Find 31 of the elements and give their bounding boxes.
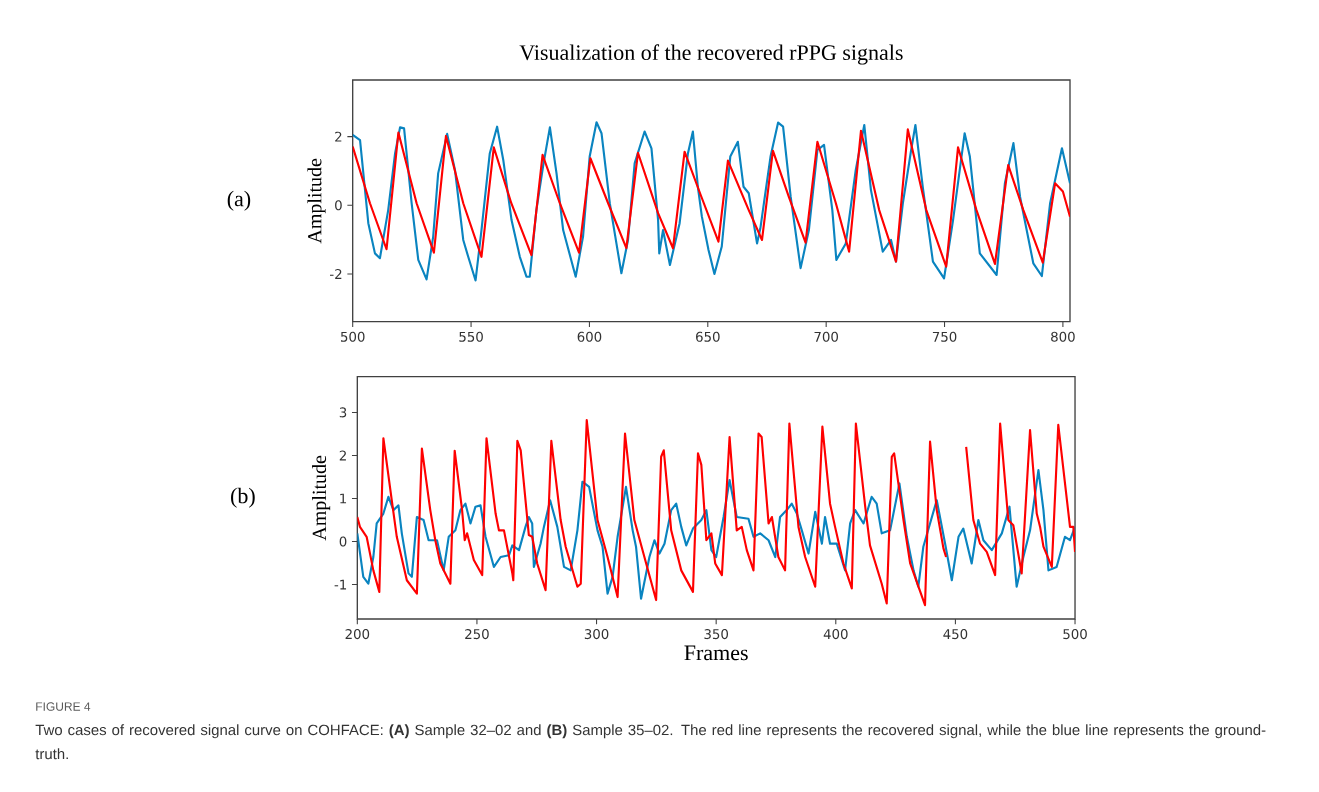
x-tick-label: 350 (704, 629, 729, 640)
x-tick-label: 750 (932, 331, 957, 342)
y-tick-label: 1 (340, 493, 347, 504)
x-tick-label: 650 (696, 331, 720, 342)
y-tick-label: 0 (339, 536, 347, 547)
y-tick-label: 0 (335, 200, 342, 211)
x-tick-label: 550 (459, 331, 483, 342)
chart-title: Visualization of the recovered rPPG signals (519, 44, 903, 65)
line-series (357, 469, 1076, 600)
x-tick-label: 250 (465, 629, 489, 640)
y-tick-label: 3 (339, 407, 347, 418)
x-tick-label: 200 (345, 629, 370, 640)
x-tick-label: 700 (814, 331, 839, 342)
text: (b) (231, 487, 255, 508)
x-axis-title: Frames (684, 645, 748, 661)
text: Two cases of recovered signal curve on COHFACE: (A) Sample 32–02 and (B) Sample 35–02. The red line represents the recovered signal, while the blue line represents the ground-truth. (35, 724, 1266, 760)
y-axis-title: Amplitude (312, 455, 331, 541)
x-tick-label: 450 (943, 629, 968, 640)
x-tick-label: 400 (823, 629, 848, 640)
y-tick-label: 2 (335, 131, 342, 142)
y-tick-label: -1 (334, 579, 347, 590)
y-tick-label: -2 (330, 269, 342, 279)
x-tick-label: 500 (1063, 629, 1087, 640)
x-tick-label: 600 (577, 331, 602, 342)
x-tick-label: 300 (584, 629, 609, 640)
x-tick-label: 500 (341, 331, 365, 342)
caption: FIGURE 4 (36, 702, 91, 711)
x-tick-label: 800 (1051, 331, 1075, 342)
y-tick-label: 2 (339, 450, 346, 461)
text: (a) (227, 190, 251, 211)
y-axis-title: Amplitude (307, 158, 326, 244)
